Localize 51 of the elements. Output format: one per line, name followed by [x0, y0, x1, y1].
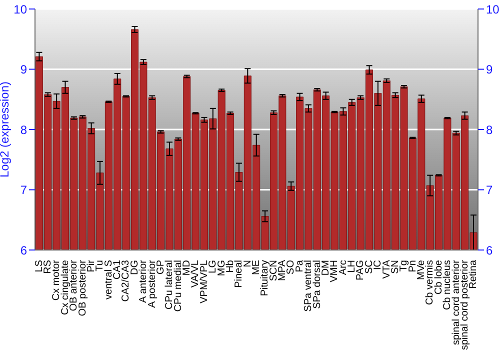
x-tick-label: Tu — [94, 260, 106, 272]
x-tick-label: spinal cord anterior — [450, 259, 462, 346]
y2-tick-label: 8 — [486, 122, 493, 137]
x-tick-label: CPu medial — [172, 260, 184, 312]
x-tick-label: LS — [34, 260, 45, 272]
x-tick-label: Pir — [86, 259, 97, 272]
x-tick-label: Cb nucleus — [442, 260, 454, 310]
x-tick-label: IC — [372, 260, 384, 270]
x-tick-label: A posterior — [146, 259, 158, 308]
y2-tick-label: 6 — [486, 243, 493, 258]
x-tick-label: spinal cord posterior — [459, 259, 470, 350]
x-tick-label: DG — [129, 260, 140, 275]
y-tick-label: 9 — [20, 62, 28, 77]
y2-tick-label: 9 — [486, 62, 493, 77]
x-tick-label: SPa dorsal — [312, 260, 323, 309]
x-tick-label: VTA — [381, 260, 392, 279]
x-tick-label: A anterior — [138, 259, 150, 303]
x-tick-label: OB anterior — [68, 259, 80, 312]
x-tick-label: Cx cingulate — [60, 260, 71, 316]
y-tick-label: 7 — [20, 183, 28, 198]
x-tick-label: Tg — [398, 260, 410, 272]
x-tick-label: ventral S — [103, 260, 114, 300]
x-tick-label: SCN — [268, 260, 280, 282]
x-tick-label: ME — [251, 260, 262, 275]
x-tick-label: Retina — [468, 260, 480, 289]
y-axis-title: Log2 (expression) — [0, 81, 12, 178]
x-tick-label: GP — [155, 260, 166, 274]
x-tick-label: VMH — [329, 260, 340, 282]
y2-tick-label: 10 — [486, 2, 500, 16]
x-tick-label: Arc — [338, 260, 349, 275]
y2-tick-label: 7 — [486, 183, 493, 198]
x-tick-label: Pa — [294, 260, 306, 272]
x-tick-label: VPM/VPL — [198, 260, 210, 304]
x-tick-label: Cb lobe — [433, 260, 444, 294]
x-tick-label: Pn — [407, 260, 418, 272]
x-tick-label: SN — [390, 260, 401, 274]
x-tick-label: Pituitary — [260, 260, 271, 296]
x-tick-label: N — [242, 260, 254, 268]
x-tick-label: CA2/CA3 — [120, 260, 132, 302]
x-tick-label: Hb — [224, 260, 236, 273]
x-tick-label: SC — [364, 260, 375, 274]
x-tick-label: LG — [208, 260, 219, 274]
y-tick-label: 6 — [20, 243, 28, 258]
x-tick-label: Pineal — [234, 260, 245, 288]
y-tick-label: 8 — [20, 122, 28, 137]
x-tick-label: SO — [286, 260, 297, 274]
y-tick-label: 10 — [14, 2, 28, 16]
x-tick-label: OB posterior — [77, 259, 88, 316]
x-tick-label: PAG — [355, 260, 366, 280]
x-tick-label: RS — [42, 260, 54, 274]
x-tick-label: DM — [320, 260, 332, 276]
